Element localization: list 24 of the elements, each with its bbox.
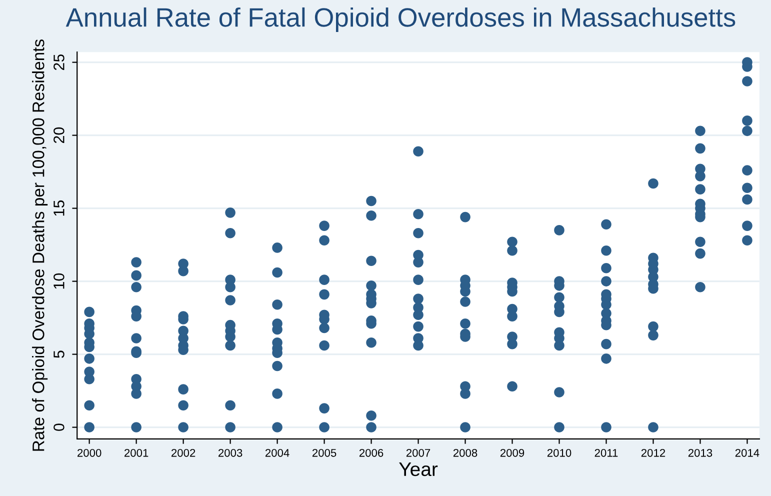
y-tick-label: 20 [54, 127, 64, 144]
chart-title: Annual Rate of Fatal Opioid Overdoses in Massachusetts [66, 7, 736, 32]
x-tick-label: 2014 [735, 448, 760, 457]
y-tick-label: 25 [54, 54, 64, 70]
x-tick-label: 2005 [312, 448, 336, 457]
y-tick-label: 5 [54, 350, 64, 358]
y-tick-label: 0 [54, 424, 64, 431]
x-tick-label: 2013 [688, 448, 712, 457]
x-axis-title: Year [399, 462, 438, 476]
x-tick-label: 2010 [547, 448, 572, 457]
x-tick-label: 2006 [359, 448, 384, 457]
x-tick-label: 2000 [78, 448, 102, 457]
x-tick-label: 2009 [500, 448, 524, 457]
x-tick-label: 2011 [594, 448, 618, 457]
x-tick-label: 2002 [172, 448, 196, 457]
y-tick-label: 10 [54, 273, 64, 289]
y-axis-title: Rate of Opioid Overdose Deaths per 100,000 Residents [32, 40, 48, 451]
x-tick-label: 2008 [453, 448, 478, 457]
x-tick-label: 2001 [124, 448, 148, 457]
x-tick-label: 2003 [218, 448, 242, 457]
x-tick-label: 2012 [641, 448, 666, 457]
x-tick-label: 2007 [406, 448, 430, 457]
x-tick-label: 2004 [265, 448, 290, 457]
y-tick-label: 15 [54, 200, 64, 216]
